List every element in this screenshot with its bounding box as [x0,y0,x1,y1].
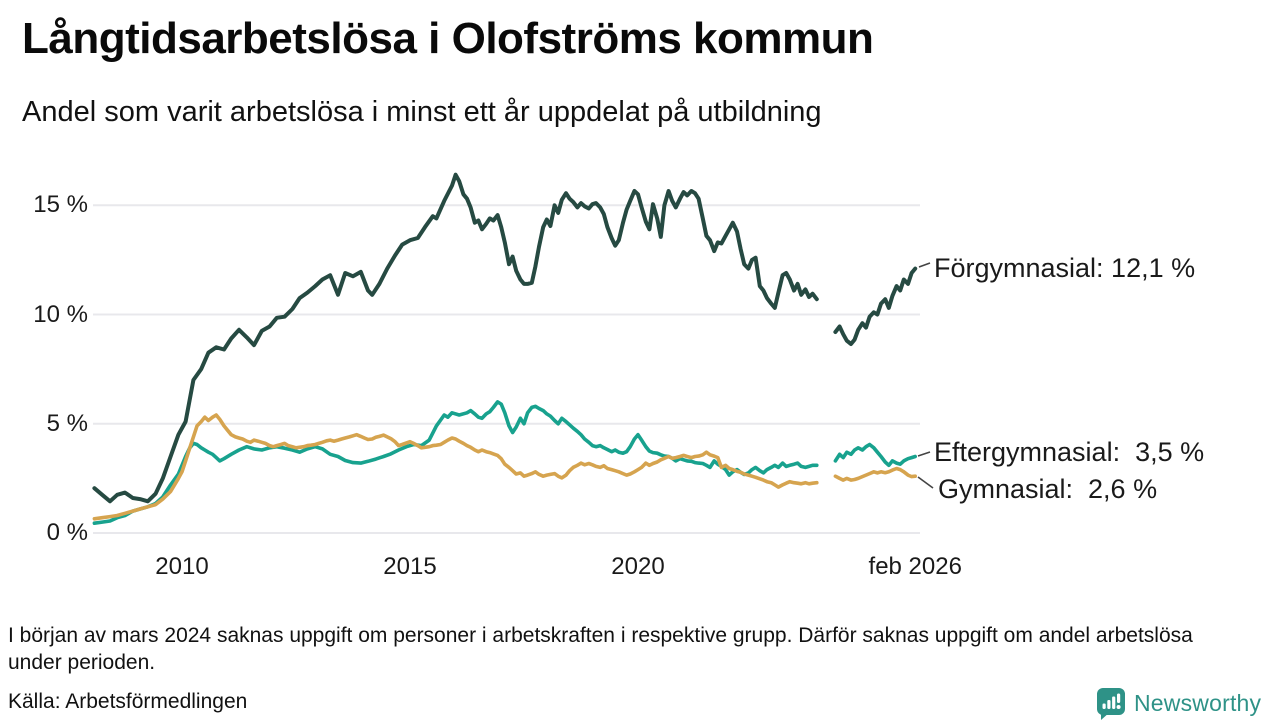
connector-eftergymnasial [917,451,931,457]
connector-forgymnasial [918,262,931,268]
series-lines [92,172,918,526]
connector-gymnasial [917,476,934,489]
y-tick-label: 10 % [33,300,88,328]
series-line-gymnasial [92,413,819,521]
series-line-eftergymnasial [833,442,918,468]
end-label-connectors [917,262,934,489]
x-tick-label: 2010 [155,553,209,580]
series-end-label-eftergymnasial: Eftergymnasial: 3,5 % [934,437,1205,467]
series-line-förgymnasial [92,172,819,504]
y-tick-label: 15 % [33,191,88,219]
x-tick-label: 2015 [383,553,437,580]
x-tick-label: feb 2026 [868,553,962,580]
series-line-förgymnasial [833,266,918,346]
newsworthy-logo-text: Newsworthy [1134,690,1262,716]
newsworthy-branding: Newsworthy [1096,687,1261,720]
page-title: Långtidsarbetslösa i Olofströms kommun [22,14,874,63]
chart-footnote: I början av mars 2024 saknas uppgift om … [8,624,1193,674]
series-end-label-gymnasial: Gymnasial: 2,6 % [938,474,1158,504]
y-tick-label: 0 % [46,519,88,546]
newsworthy-logo-icon [1097,688,1125,720]
x-tick-label: 2020 [611,553,665,580]
chart-subtitle: Andel som varit arbetslösa i minst ett å… [22,96,822,128]
series-line-gymnasial [833,466,918,482]
source-attribution: Källa: Arbetsförmedlingen [8,690,248,713]
series-end-label-forgymnasial: Förgymnasial: 12,1 % [934,253,1196,283]
y-tick-label: 5 % [46,409,88,437]
gridlines [93,204,920,534]
